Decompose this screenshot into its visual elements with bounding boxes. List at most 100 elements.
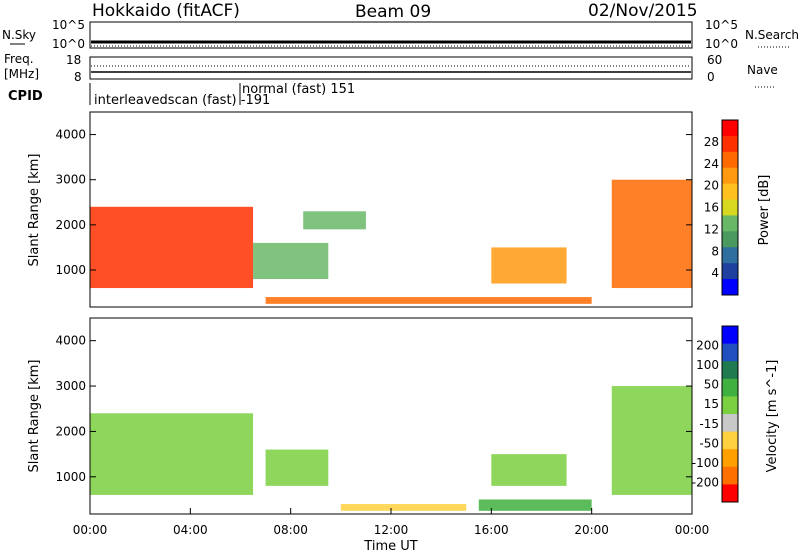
power-colorbar-label: Power [dB] — [757, 175, 772, 246]
time-tick-label-0: 00:00 — [73, 523, 108, 537]
noise-left-tick-top: 10^5 — [52, 18, 85, 32]
date-title: 02/Nov/2015 — [588, 1, 698, 21]
noise-left-tick-bottom: 10^0 — [52, 37, 85, 51]
velocity-ytick-label-0: 4000 — [55, 334, 86, 348]
power-colorbar-tick-0: 28 — [704, 135, 719, 149]
time-tick-label-6: 00:00 — [675, 523, 710, 537]
velocity-colorbar: 200 100 50 15 -15 -50 -100 -200 — [692, 325, 739, 503]
power-colorbar: 28 24 20 16 12 8 4 — [704, 119, 739, 296]
velocity-panel: 4000 3000 2000 1000 Slant Range [km] 200 100… — [27, 317, 780, 515]
freq-tick-top: 18 — [66, 53, 81, 67]
velocity-ytick-label-3: 1000 — [55, 470, 86, 484]
power-colorbar-tick-3: 16 — [704, 201, 719, 215]
power-colorbar-swatch-8 — [722, 247, 738, 264]
time-tick-label-5: 20:00 — [574, 523, 609, 537]
power-region-0 — [90, 206, 254, 289]
cpid-entry-normal: normal (fast) 151 — [242, 82, 355, 97]
velocity-colorbar-tick-1: 100 — [696, 358, 719, 372]
velocity-region-0 — [90, 413, 254, 495]
power-ylabel: Slant Range [km] — [27, 154, 42, 267]
time-axis: 00:00 04:00 08:00 12:00 16:00 20:00 00:00 — [73, 508, 710, 537]
power-yticks: 4000 3000 2000 1000 — [55, 128, 692, 277]
velocity-colorbar-swatch-2 — [722, 361, 738, 380]
velocity-colorbar-swatch-7 — [722, 449, 738, 468]
velocity-colorbar-tick-3: 15 — [704, 397, 719, 411]
power-colorbar-tick-1: 24 — [704, 157, 719, 171]
power-colorbar-swatch-6 — [722, 215, 738, 232]
velocity-region-5 — [611, 386, 692, 495]
nave-tick-bottom: 0 — [707, 70, 715, 84]
noise-trace — [91, 40, 691, 47]
time-tick-label-3: 12:00 — [374, 523, 409, 537]
freq-tick-bottom: 8 — [74, 70, 82, 84]
power-colorbar-swatch-4 — [722, 183, 738, 201]
velocity-ytick-label-1: 3000 — [55, 379, 86, 393]
velocity-colorbar-swatch-4 — [722, 396, 738, 415]
nave-tick-top: 60 — [707, 53, 722, 67]
power-colorbar-swatch-1 — [722, 135, 738, 153]
power-region-5 — [611, 179, 692, 289]
beam-title: Beam 09 — [355, 2, 431, 22]
power-panel: 4000 3000 2000 1000 Slant Range [km] 28 24 20… — [27, 111, 772, 308]
power-colorbar-tick-5: 8 — [711, 244, 719, 258]
velocity-colorbar-tick-7: -200 — [692, 475, 719, 489]
velocity-colorbar-label: Velocity [m s^-1] — [765, 360, 780, 473]
power-ytick-label-3: 1000 — [55, 263, 86, 277]
time-tick-label-4: 16:00 — [474, 523, 509, 537]
freq-label-1: Freq. — [4, 52, 34, 66]
power-colorbar-tick-4: 12 — [704, 222, 719, 236]
velocity-region-1 — [265, 449, 329, 486]
velocity-colorbar-tick-4: -15 — [699, 417, 719, 431]
station-title: Hokkaido (fitACF) — [92, 1, 240, 21]
freq-panel: Freq. [MHz] 18 8 60 0 Nave — [4, 52, 778, 88]
power-colorbar-swatch-10 — [722, 279, 738, 296]
power-colorbar-swatch-2 — [722, 151, 738, 169]
power-ytick-label-2: 2000 — [55, 218, 86, 232]
nave-label: Nave — [747, 63, 778, 77]
power-regions — [90, 179, 692, 304]
power-colorbar-swatch-9 — [722, 263, 738, 280]
power-region-1 — [253, 242, 329, 280]
velocity-region-2 — [340, 504, 467, 511]
time-tick-label-1: 04:00 — [173, 523, 208, 537]
velocity-colorbar-swatch-3 — [722, 378, 738, 397]
power-colorbar-tick-2: 20 — [704, 179, 719, 193]
power-colorbar-swatch-7 — [722, 231, 738, 248]
noise-right-label: N.Search — [745, 28, 799, 42]
noise-right-tick-bottom: 10^0 — [705, 37, 738, 51]
power-region-4 — [265, 297, 592, 304]
velocity-region-3 — [478, 499, 592, 511]
freq-label-2: [MHz] — [4, 67, 39, 81]
power-colorbar-swatch-5 — [722, 199, 738, 216]
power-ytick-label-1: 3000 — [55, 173, 86, 187]
power-colorbar-swatch-0 — [722, 120, 738, 137]
cpid-panel: CPID interleavedscan (fast) -191 normal … — [8, 82, 355, 108]
power-ytick-label-0: 4000 — [55, 128, 86, 142]
velocity-colorbar-tick-5: -50 — [699, 436, 719, 450]
velocity-colorbar-swatch-8 — [722, 466, 738, 485]
power-colorbar-tick-6: 4 — [711, 266, 719, 280]
velocity-regions — [90, 386, 692, 511]
time-tick-label-2: 08:00 — [273, 523, 308, 537]
noise-right-tick-top: 10^5 — [705, 18, 738, 32]
power-colorbar-swatch-3 — [722, 167, 738, 185]
velocity-colorbar-tick-6: -100 — [692, 456, 719, 470]
power-region-3 — [491, 247, 567, 284]
velocity-colorbar-tick-0: 200 — [696, 339, 719, 353]
cpid-label: CPID — [8, 89, 43, 104]
velocity-colorbar-swatch-0 — [722, 326, 738, 345]
time-axis-label: Time UT — [363, 539, 417, 554]
power-frame — [89, 111, 693, 308]
velocity-ytick-label-2: 2000 — [55, 424, 86, 438]
velocity-colorbar-swatch-9 — [722, 484, 738, 503]
velocity-colorbar-swatch-6 — [722, 431, 738, 450]
velocity-colorbar-tick-2: 50 — [704, 378, 719, 392]
noise-left-label: N.Sky — [2, 28, 36, 42]
velocity-colorbar-swatch-1 — [722, 343, 738, 362]
velocity-yticks: 4000 3000 2000 1000 — [55, 334, 692, 484]
power-region-2 — [303, 211, 366, 230]
velocity-region-4 — [491, 454, 567, 486]
velocity-ylabel: Slant Range [km] — [27, 360, 42, 473]
noise-panel: N.Sky 10^5 10^0 10^5 10^0 N.Search — [2, 18, 799, 51]
